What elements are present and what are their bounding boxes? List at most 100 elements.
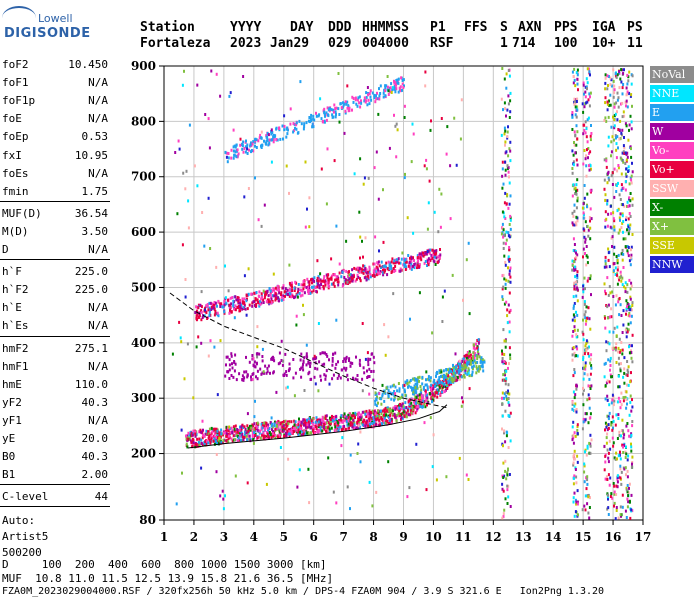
- echo-dot: [506, 314, 509, 318]
- echo-dot: [323, 275, 326, 279]
- echo-dot: [422, 387, 425, 391]
- echo-dot: [501, 160, 504, 164]
- echo-dot: [316, 285, 319, 289]
- echo-dot: [624, 162, 627, 165]
- echo-dot: [382, 273, 385, 277]
- echo-dot: [300, 122, 303, 126]
- echo-dot: [583, 504, 586, 508]
- echo-dot: [605, 165, 608, 169]
- echo-dot: [325, 202, 328, 206]
- parameter-name: foF1p: [2, 94, 36, 108]
- echo-dot: [299, 426, 302, 430]
- echo-dot: [412, 387, 415, 390]
- echo-dot: [502, 373, 505, 377]
- echo-dot: [358, 358, 361, 362]
- echo-dot: [295, 121, 298, 125]
- echo-dot: [605, 436, 608, 440]
- echo-dot: [626, 360, 629, 363]
- echo-dot: [587, 276, 590, 280]
- parameter-name: hmF1: [2, 359, 29, 373]
- echo-dot: [215, 265, 218, 269]
- echo-dot: [322, 285, 325, 288]
- echo-dot: [314, 366, 317, 370]
- echo-dot: [458, 359, 461, 363]
- echo-dot: [617, 396, 620, 400]
- echo-dot: [405, 411, 408, 415]
- echo-dot: [228, 434, 230, 438]
- echo-dot: [300, 283, 303, 287]
- echo-dot: [385, 265, 388, 269]
- echo-dot: [419, 390, 422, 394]
- echo-dot: [246, 434, 249, 438]
- echo-dot: [623, 467, 626, 471]
- echo-dot: [346, 378, 349, 382]
- echo-dot: [324, 377, 327, 381]
- echo-dot: [187, 226, 190, 230]
- echo-dot: [297, 283, 300, 286]
- echo-dot: [387, 392, 390, 396]
- echo-dot: [375, 490, 378, 494]
- echo-dot: [504, 107, 507, 111]
- echo-dot: [266, 370, 269, 374]
- echo-dot: [242, 300, 245, 304]
- echo-dot: [384, 86, 387, 90]
- echo-dot: [277, 362, 280, 366]
- echo-dot: [246, 373, 249, 377]
- echo-dot: [607, 417, 610, 421]
- echo-dot: [274, 294, 277, 298]
- echo-dot: [615, 156, 618, 160]
- echo-dot: [371, 409, 374, 413]
- echo-dot: [501, 67, 504, 70]
- echo-dot: [384, 89, 387, 93]
- y-tick-label: 600: [131, 225, 156, 239]
- echo-dot: [590, 353, 593, 357]
- echo-dot: [507, 391, 510, 395]
- echo-dot: [289, 287, 291, 291]
- echo-dot: [316, 279, 319, 283]
- echo-dot: [504, 459, 507, 463]
- echo-dot: [582, 216, 585, 220]
- echo-dot: [184, 295, 187, 299]
- echo-dot: [624, 456, 627, 459]
- echo-dot: [412, 400, 415, 404]
- echo-dot: [241, 438, 244, 442]
- echo-dot: [471, 359, 474, 363]
- echo-dot: [508, 320, 511, 324]
- echo-dot: [575, 255, 578, 259]
- parameter-value: N/A: [88, 76, 108, 90]
- echo-dot: [615, 493, 618, 496]
- echo-dot: [582, 123, 585, 127]
- echo-dot: [422, 396, 425, 400]
- echo-dot: [369, 412, 372, 416]
- echo-dot: [583, 300, 586, 304]
- echo-dot: [608, 403, 611, 407]
- parameter-value: 0.53: [81, 130, 109, 144]
- echo-dot: [244, 427, 247, 431]
- echo-dot: [234, 304, 237, 308]
- echo-dot: [404, 381, 407, 384]
- echo-dot: [479, 367, 482, 371]
- echo-dot: [401, 393, 404, 397]
- echo-dot: [349, 361, 352, 365]
- echo-dot: [607, 456, 610, 460]
- echo-dot: [376, 395, 378, 399]
- echo-dot: [242, 438, 245, 442]
- echo-dot: [387, 335, 390, 339]
- echo-dot: [463, 363, 466, 367]
- echo-dot: [368, 392, 371, 396]
- echo-dot: [622, 160, 625, 164]
- echo-dot: [617, 356, 620, 360]
- echo-dot: [425, 398, 428, 402]
- echo-dot: [431, 400, 433, 404]
- echo-dot: [282, 424, 285, 428]
- echo-dot: [403, 116, 406, 119]
- echo-dot: [220, 428, 223, 432]
- echo-dot: [616, 135, 619, 139]
- echo-dot: [610, 150, 613, 154]
- echo-dot: [230, 374, 233, 377]
- echo-dot: [236, 297, 239, 301]
- echo-dot: [574, 466, 577, 470]
- echo-dot: [214, 440, 217, 444]
- echo-dot: [432, 387, 435, 391]
- echo-dot: [326, 419, 329, 422]
